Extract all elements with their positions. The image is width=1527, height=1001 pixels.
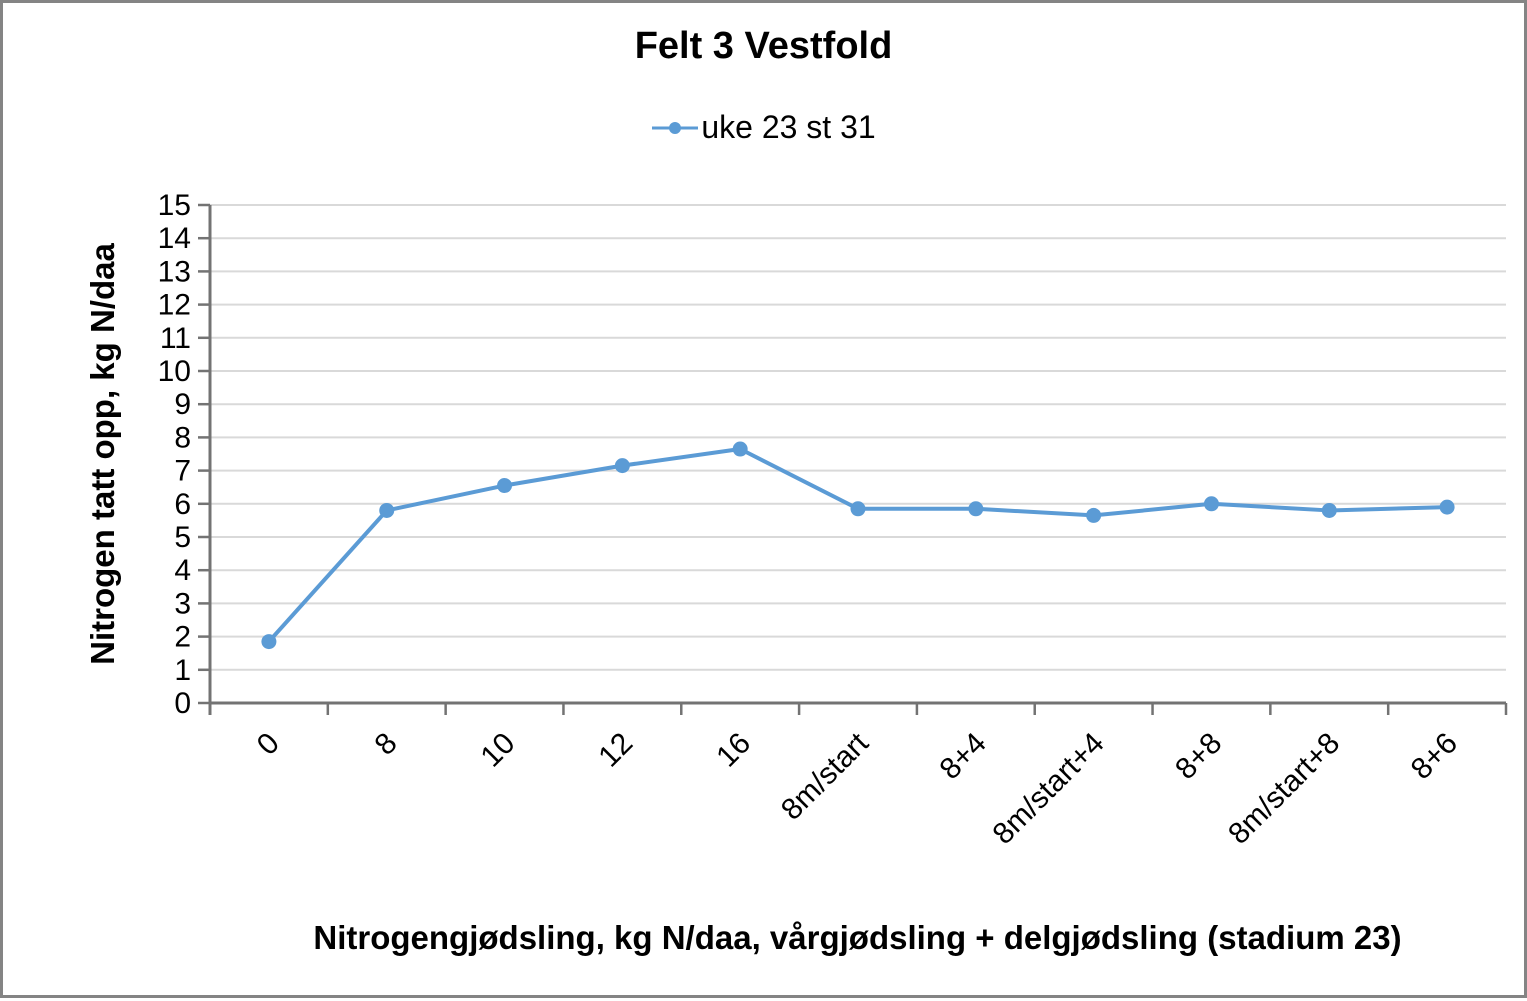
data-point-marker — [968, 501, 984, 517]
y-tick-label: 1 — [174, 654, 191, 687]
x-tick-label: 8m/start+4 — [986, 727, 1110, 851]
data-point-marker — [1203, 496, 1219, 512]
data-point-marker — [261, 634, 277, 650]
y-tick-label: 4 — [174, 554, 191, 587]
data-point-marker — [1439, 499, 1455, 515]
data-point-marker — [1321, 502, 1337, 518]
data-point-marker — [1086, 507, 1102, 523]
y-tick-label: 2 — [174, 621, 191, 654]
data-point-marker — [497, 478, 513, 494]
y-tick-label: 11 — [160, 322, 191, 355]
x-tick-label: 10 — [475, 727, 522, 774]
x-tick-label: 8+8 — [1169, 727, 1228, 786]
y-tick-label: 6 — [174, 488, 191, 521]
y-tick-label: 9 — [174, 388, 191, 421]
y-tick-label: 3 — [174, 587, 191, 620]
legend: uke 23 st 31 — [3, 109, 1524, 146]
series-line — [266, 447, 1450, 644]
y-tick-label: 5 — [174, 521, 191, 554]
y-tick-label: 7 — [174, 455, 191, 488]
x-tick-label: 8 — [369, 727, 404, 762]
x-tick-label: 0 — [251, 727, 286, 762]
x-tick-label: 8+6 — [1405, 727, 1464, 786]
data-point-marker — [379, 502, 395, 518]
y-tick-label: 13 — [158, 255, 191, 288]
x-tick-label: 8m/start — [775, 726, 875, 826]
x-tick-label: 12 — [592, 727, 639, 774]
x-tick-label: 8+4 — [933, 727, 992, 786]
y-tick-label: 0 — [174, 687, 191, 720]
legend-label: uke 23 st 31 — [701, 109, 876, 145]
x-tick-label: 8m/start+8 — [1222, 727, 1346, 851]
chart-title: Felt 3 Vestfold — [634, 25, 893, 67]
legend-line-marker-icon — [652, 121, 699, 134]
data-point-marker — [614, 458, 630, 474]
x-tick-label: 16 — [710, 727, 757, 774]
y-tick-label: 12 — [158, 289, 191, 322]
data-point-marker — [732, 441, 748, 457]
y-axis-title: Nitrogen tatt opp, kg N/daa — [84, 243, 121, 665]
data-point-marker — [850, 501, 866, 517]
y-tick-label: 14 — [158, 222, 191, 255]
x-axis-title: Nitrogengjødsling, kg N/daa, vårgjødslin… — [313, 919, 1402, 956]
y-tick-label: 10 — [158, 355, 191, 388]
y-tick-label: 8 — [174, 421, 191, 454]
y-tick-label: 15 — [158, 189, 191, 222]
